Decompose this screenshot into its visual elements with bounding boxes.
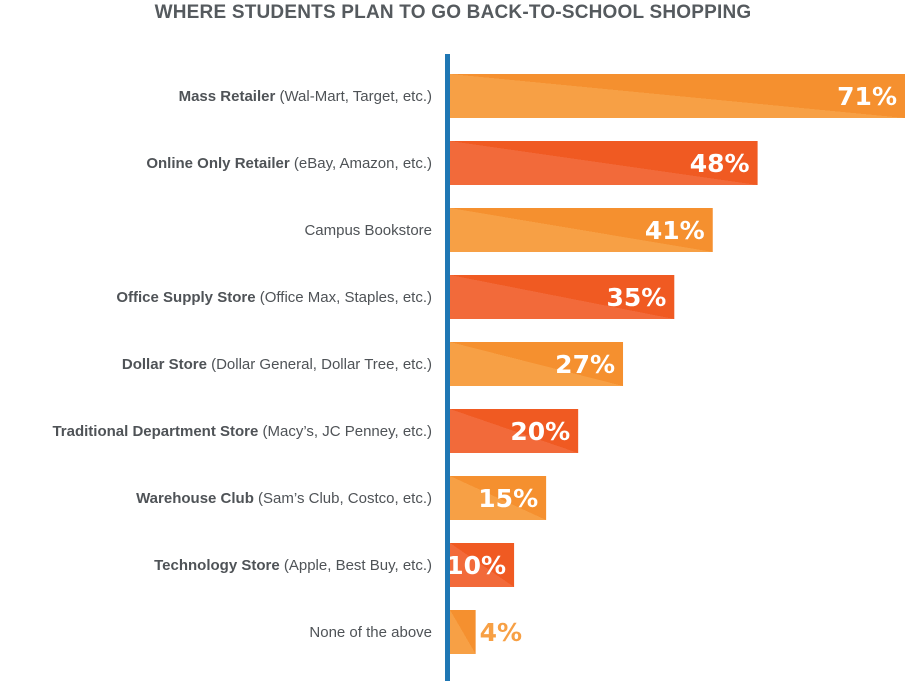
value-label-7: 10% (446, 551, 506, 580)
category-label-5: Traditional Department Store (Macy’s, JC… (52, 423, 432, 440)
bar-4 (450, 342, 624, 386)
bar-2 (450, 208, 713, 252)
bar-5 (450, 409, 579, 453)
category-label-8: None of the above (309, 624, 432, 641)
bar-6 (450, 476, 547, 520)
value-label-5: 20% (510, 417, 570, 446)
value-labels-layer: 71% 48% 41% 35% 27% 20% 15% 10% 4% (446, 82, 897, 647)
value-label-0: 71% (837, 82, 897, 111)
category-label-7: Technology Store (Apple, Best Buy, etc.) (154, 557, 432, 574)
bar-7 (450, 543, 515, 587)
bar-8 (450, 610, 476, 654)
value-label-3: 35% (606, 283, 666, 312)
category-label-6: Warehouse Club (Sam’s Club, Costco, etc.… (136, 490, 432, 507)
chart-title: WHERE STUDENTS PLAN TO GO BACK-TO-SCHOOL… (154, 2, 752, 23)
bars-layer (450, 74, 905, 654)
value-label-6: 15% (478, 484, 538, 513)
category-label-2: Campus Bookstore (304, 222, 432, 239)
category-label-4: Dollar Store (Dollar General, Dollar Tre… (122, 356, 432, 373)
bar-1 (450, 141, 758, 185)
category-labels-layer: Mass Retailer (Wal-Mart, Target, etc.) On… (52, 88, 432, 641)
value-label-1: 48% (690, 149, 750, 178)
category-label-0: Mass Retailer (Wal-Mart, Target, etc.) (179, 88, 432, 105)
value-label-2: 41% (645, 216, 705, 245)
value-label-8: 4% (480, 618, 522, 647)
bar-0 (450, 74, 905, 118)
bar-3 (450, 275, 675, 319)
value-label-4: 27% (555, 350, 615, 379)
category-label-1: Online Only Retailer (eBay, Amazon, etc.… (146, 155, 432, 172)
category-label-3: Office Supply Store (Office Max, Staples… (116, 289, 432, 306)
